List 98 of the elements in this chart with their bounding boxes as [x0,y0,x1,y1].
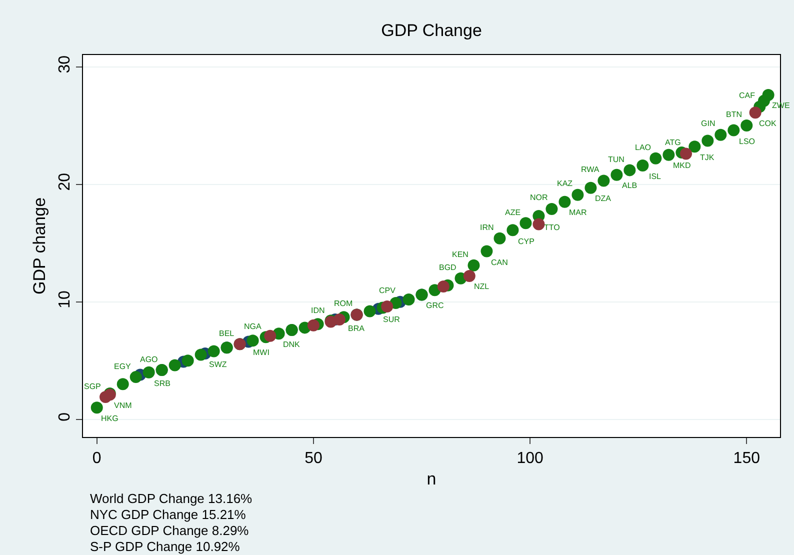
point [116,378,129,390]
point [194,348,207,361]
point [572,188,584,201]
point [624,164,636,176]
point [584,182,597,194]
y-axis-title: GDP change [30,197,50,295]
point [762,88,774,101]
point [650,152,662,164]
point [130,371,142,384]
point [463,270,476,282]
point [662,148,675,161]
point [506,224,519,236]
point [480,245,493,258]
annotation: RWA [581,165,600,174]
point [494,232,506,244]
annotation: MWI [253,348,270,357]
text: S-P GDP Change 10.92% [90,539,240,554]
annotation: NGA [244,322,262,331]
annotation: MKD [673,161,691,170]
x-tick-label: 100 [516,450,544,468]
point [728,124,740,136]
y-tick-label: 10 [56,290,74,308]
annotation: CAF [739,91,756,100]
point [90,402,103,414]
annotation: ATG [665,138,681,147]
x-tick-label: 50 [304,450,322,468]
annotation: CYP [518,237,534,246]
annotation: ROM [334,299,353,308]
point [740,120,753,132]
x-axis-title: n [426,470,436,489]
text: World GDP Change 13.16% [90,491,253,506]
annotation: GRC [426,301,444,310]
annotation: VNM [114,401,132,410]
annotation: BGD [439,263,457,272]
annotation: LAO [635,143,652,152]
point [546,202,558,215]
annotation: SRB [154,379,170,388]
point [364,305,376,318]
annotation: BRA [348,324,366,333]
annotation: HKG [101,414,118,423]
point [333,313,346,326]
annotation: MAR [569,208,587,217]
point [208,345,220,358]
annotation: CPV [379,286,396,295]
text: NYC GDP Change 15.21% [90,507,246,522]
x-tick-label: 0 [92,450,102,468]
y-tick-label: 30 [56,55,74,74]
point [714,128,727,141]
point [680,148,692,160]
chart-title: GDP Change [381,20,482,40]
annotation: LSO [739,137,756,146]
annotation: TUN [608,155,625,164]
annotation: KAZ [557,179,573,188]
annotation: TTO [544,223,560,232]
point [532,218,545,230]
text: OECD GDP Change 8.29% [90,523,250,538]
annotation: KEN [452,250,469,259]
point [402,293,415,306]
annotation: SGP [84,382,101,391]
annotation: SUR [383,315,400,324]
point [246,334,259,347]
point [142,366,155,378]
point [702,134,714,147]
annotation: IDN [311,306,325,315]
annotation: TJK [700,153,715,162]
point [636,159,649,172]
annotation: BTN [726,110,742,119]
annotation: CAN [491,258,508,267]
point [749,106,762,119]
point [182,354,194,367]
annotation: BEL [219,329,235,338]
point [437,280,450,293]
y-tick-label: 0 [56,412,74,422]
annotation: ISL [649,172,662,181]
point [264,330,276,342]
y-tick-label: 20 [56,172,74,191]
annotation: NZL [474,282,490,291]
annotation: DNK [283,340,301,349]
annotation: AGO [140,355,158,364]
annotation: AZE [505,208,521,217]
point [688,140,701,153]
annotation: SWZ [209,360,227,369]
annotation: GIN [701,119,716,128]
x-tick-label: 150 [733,450,760,468]
annotation: NOR [530,193,548,202]
point [520,217,532,230]
point [307,319,320,332]
annotation: IRN [480,223,494,232]
point [468,259,480,272]
point [610,168,623,181]
annotation: DZA [595,194,612,203]
point [168,359,181,372]
annotation: EGY [114,362,132,371]
point [381,300,394,313]
annotation: ALB [622,181,638,190]
point [598,174,610,187]
point [558,196,571,208]
annotation: COK [759,119,777,128]
